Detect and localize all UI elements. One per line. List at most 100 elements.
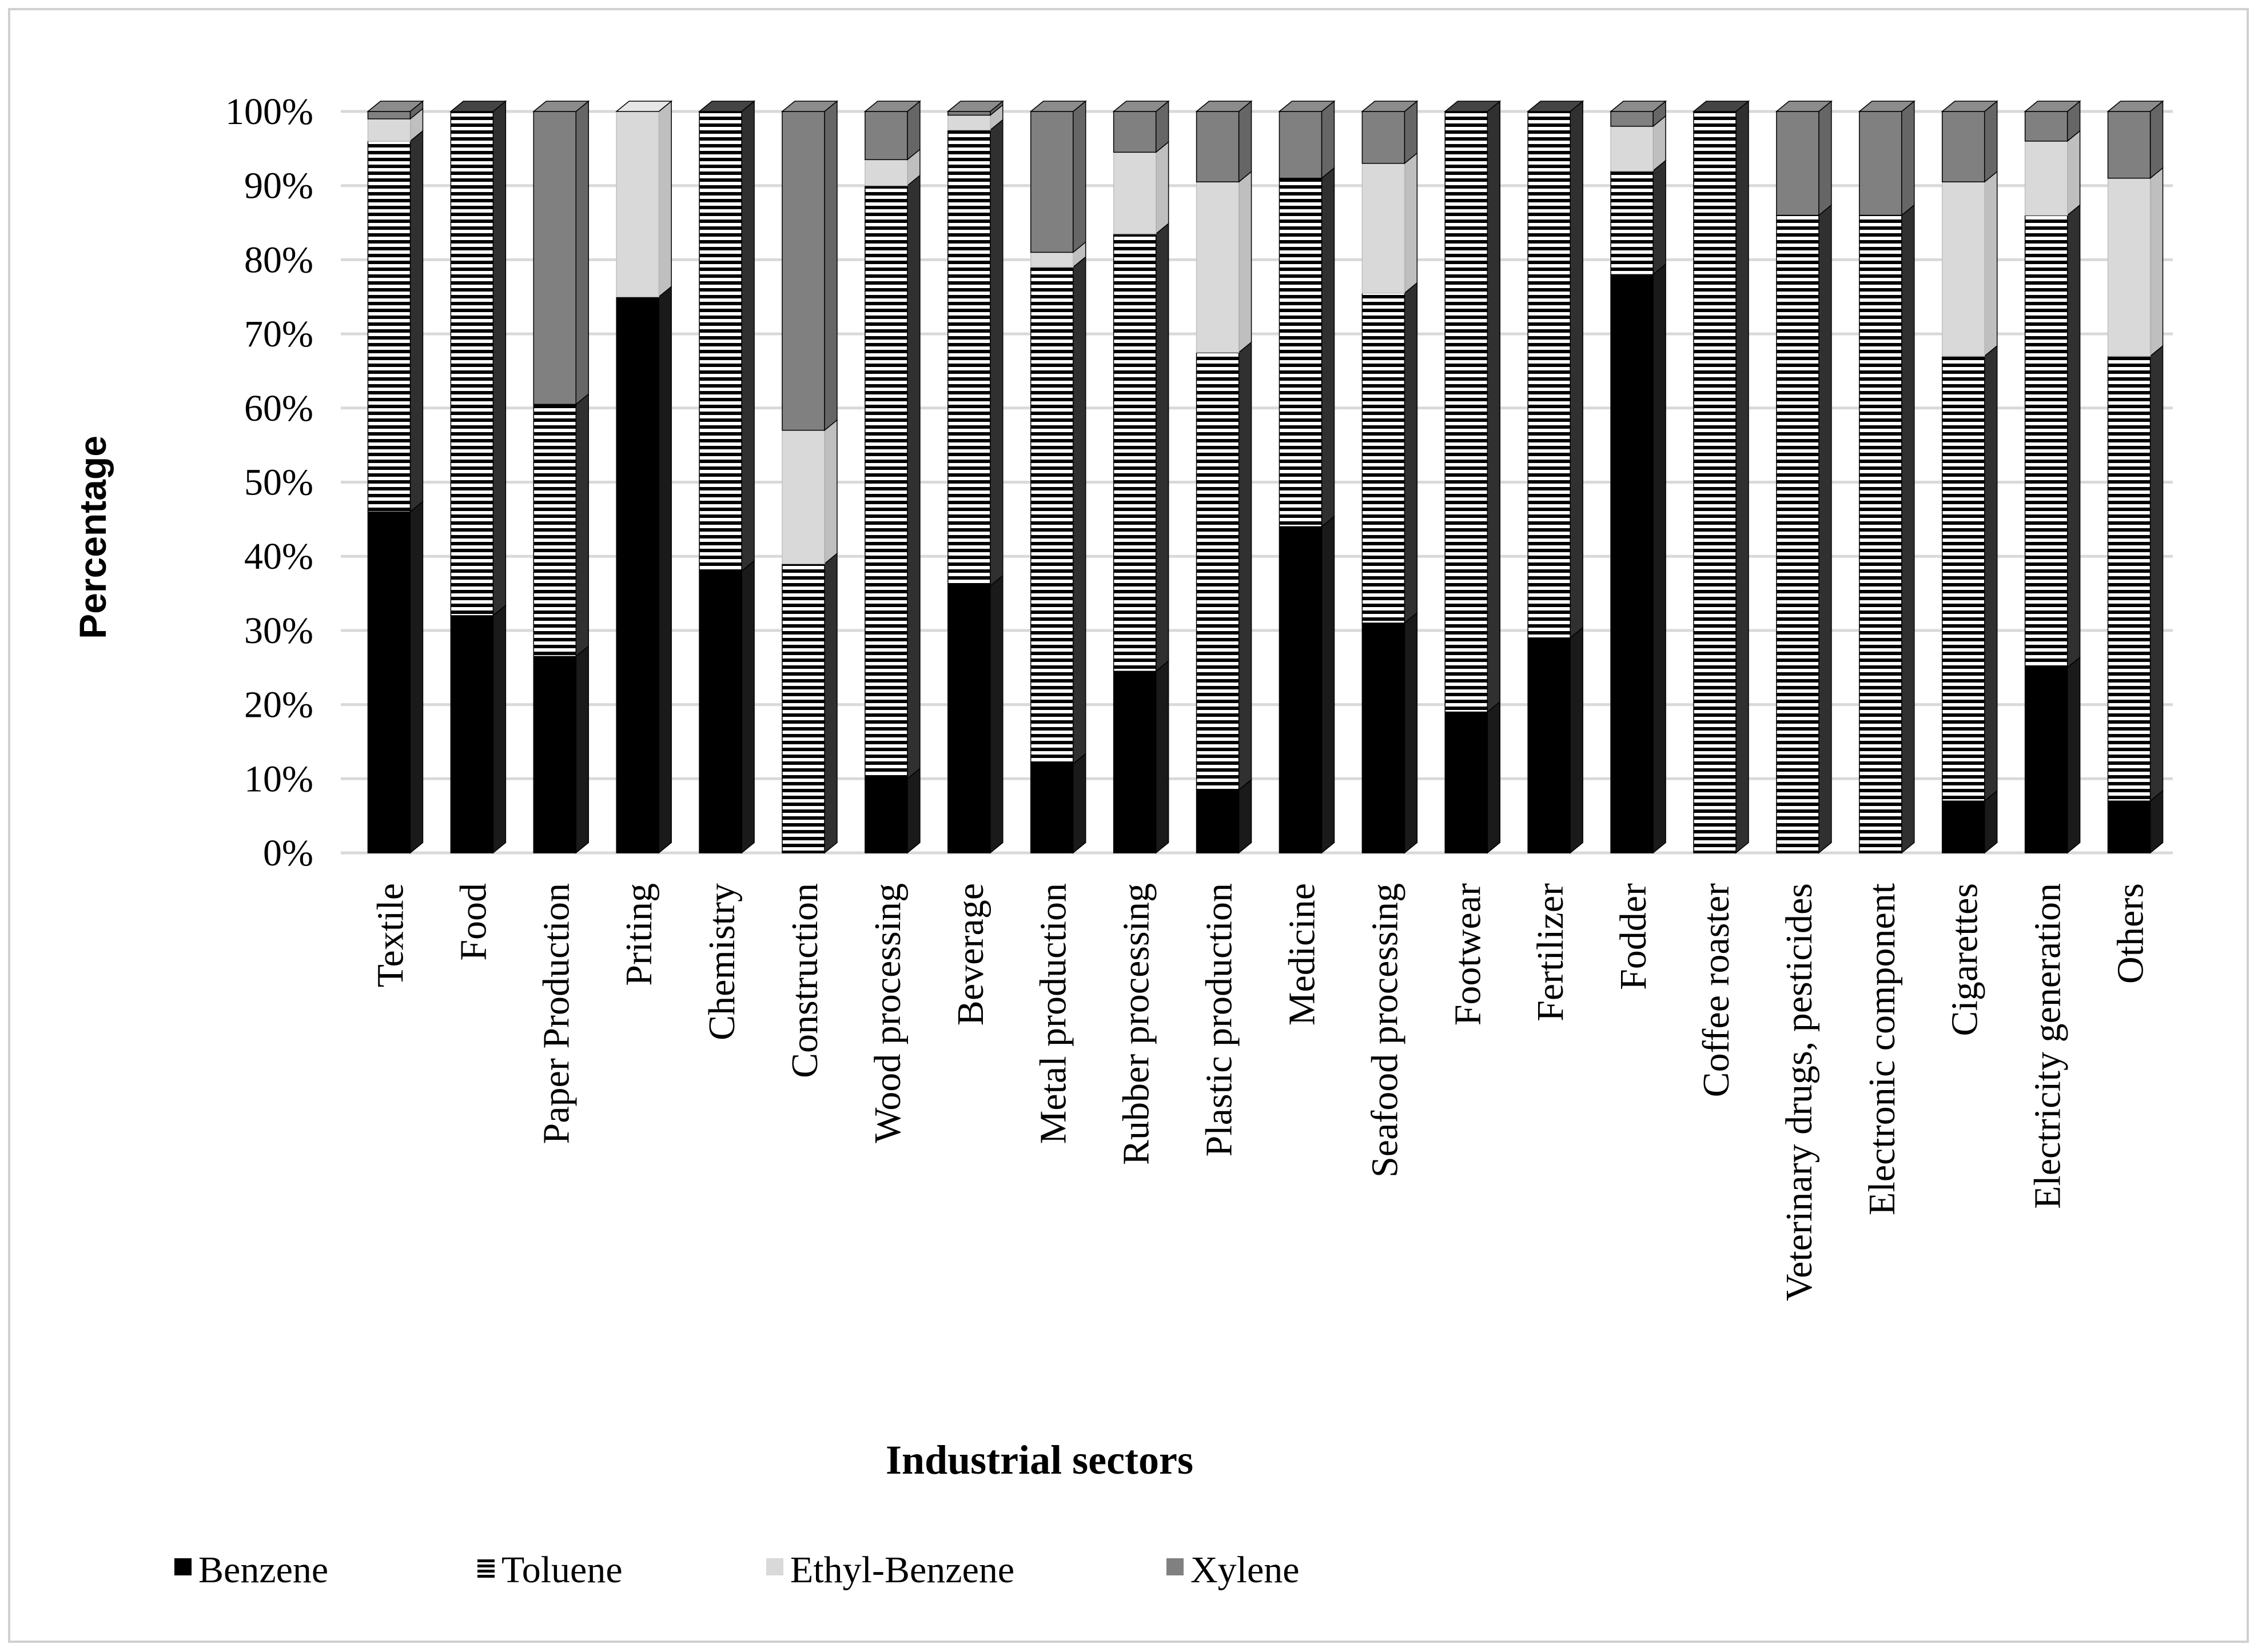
- y-tick-label: 70%: [244, 313, 313, 355]
- bar-segment-side: [2066, 203, 2081, 669]
- bar-segment-xylene: [1859, 111, 1902, 216]
- bar-stack: [1858, 100, 1915, 854]
- bar-segment-toluene: [2107, 356, 2151, 801]
- bar-segment-side: [1155, 222, 1169, 672]
- bar-segment-benzene: [1610, 274, 1654, 853]
- bar-segment-toluene: [1610, 170, 1654, 276]
- bar-segment-side: [1570, 100, 1583, 639]
- bar-segment-xylene: [1610, 111, 1654, 127]
- legend-item-xylene: Xylene: [1166, 1549, 1300, 1591]
- legend-swatch-toluene: [477, 1559, 495, 1562]
- bar-segment-toluene: [1941, 356, 1985, 801]
- x-tick-label: Construction: [784, 883, 826, 1078]
- bar-segment-side: [1238, 170, 1252, 354]
- bar-stack: [1029, 100, 1087, 854]
- x-tick-label: Textile: [369, 883, 411, 987]
- y-tick-label: 0%: [263, 832, 313, 874]
- bar-segment-toluene: [1693, 111, 1737, 853]
- y-tick-label: 20%: [244, 684, 313, 726]
- bar-segment-benzene: [367, 511, 411, 853]
- bar-segment-xylene: [1776, 111, 1819, 216]
- bar-segment-xylene: [1279, 111, 1323, 179]
- bar-stack: [698, 100, 756, 854]
- bar-stack: [1941, 100, 1998, 854]
- y-tick-label: 90%: [244, 165, 313, 207]
- bar-stack: [615, 100, 673, 854]
- bar-top-cap: [1527, 101, 1584, 112]
- bar-segment-side: [2149, 789, 2164, 854]
- bar-segment-ethyl-benzene: [947, 114, 991, 131]
- legend-label: Ethyl-Benzene: [790, 1549, 1014, 1591]
- bar-stack: [1609, 100, 1667, 854]
- x-tick-label: Footwear: [1447, 883, 1488, 1025]
- bar-segment-xylene: [1196, 111, 1240, 182]
- legend-swatch-toluene: [477, 1575, 495, 1578]
- x-tick-label: Electricity generation: [2027, 883, 2069, 1209]
- bar-segment-toluene: [1527, 111, 1571, 639]
- bar-stack: [863, 100, 922, 854]
- bar-segment-toluene: [367, 141, 411, 513]
- legend-swatch-benzene: [174, 1558, 192, 1575]
- bar-stack: [1692, 100, 1750, 854]
- bar-top-cap: [946, 101, 1004, 112]
- bar-segment-benzene: [1030, 763, 1074, 853]
- bar-top-cap: [2106, 101, 2164, 112]
- bar-segment-toluene: [1361, 293, 1405, 624]
- bar-top-cap: [863, 101, 922, 112]
- bar-top-cap: [1444, 101, 1502, 112]
- x-tick-label: Plastic production: [1198, 883, 1240, 1156]
- bar-segment-ethyl-benzene: [2107, 177, 2151, 357]
- bar-top-cap: [1112, 101, 1170, 112]
- bar-top-cap: [449, 101, 507, 112]
- bar-stack: [780, 100, 839, 854]
- bar-segment-xylene: [1361, 111, 1405, 164]
- y-tick-label: 40%: [244, 536, 313, 577]
- bar-top-cap: [2024, 101, 2081, 112]
- bar-segment-side: [824, 419, 838, 565]
- bar-segment-side: [1901, 203, 1915, 854]
- bar-segment-toluene: [1113, 233, 1157, 672]
- y-tick-label: 50%: [244, 462, 313, 504]
- bar-segment-xylene: [2107, 111, 2151, 179]
- bar-segment-side: [1404, 612, 1418, 854]
- bar-top-cap: [1195, 101, 1253, 112]
- y-tick-label: 30%: [244, 610, 313, 652]
- bar-segment-side: [1072, 752, 1086, 854]
- bar-segment-benzene: [699, 570, 742, 853]
- bar-stack: [532, 100, 590, 854]
- bar-segment-xylene: [533, 111, 577, 405]
- bar-segment-side: [1072, 100, 1086, 254]
- x-tick-label: Cigarettes: [1944, 883, 1986, 1036]
- bar-segment-xylene: [1941, 111, 1985, 182]
- bar-stack: [2024, 100, 2081, 854]
- bar-segment-side: [2149, 100, 2164, 179]
- bar-stack: [1112, 100, 1170, 854]
- x-tick-label: Food: [452, 883, 494, 961]
- bar-segment-benzene: [616, 296, 659, 853]
- bar-segment-benzene: [947, 585, 991, 853]
- bar-stack: [449, 100, 507, 854]
- bar-segment-side: [1404, 100, 1418, 165]
- x-tick-label: Metal production: [1033, 883, 1074, 1144]
- bar-segment-toluene: [699, 111, 742, 572]
- bar-stack: [1361, 100, 1419, 854]
- x-tick-label: Fertilizer: [1530, 883, 1571, 1021]
- bar-segment-side: [575, 100, 590, 405]
- bar-segment-side: [1818, 100, 1832, 217]
- y-tick-label: 10%: [244, 758, 313, 800]
- bar-segment-side: [1155, 141, 1169, 235]
- y-axis-title: Percentage: [71, 436, 114, 639]
- x-tick-label: Medicine: [1281, 883, 1323, 1025]
- x-tick-label: Electronic component: [1861, 883, 1903, 1215]
- bar-top-cap: [532, 101, 590, 112]
- bar-segment-side: [1487, 700, 1501, 854]
- bar-segment-side: [990, 574, 1003, 854]
- bar-segment-xylene: [1030, 111, 1074, 253]
- bar-segment-side: [2066, 656, 2081, 854]
- x-tick-label: Fodder: [1612, 883, 1654, 990]
- bar-segment-xylene: [367, 111, 411, 119]
- bar-stack: [1195, 100, 1253, 854]
- bar-top-cap: [615, 101, 673, 112]
- x-tick-label: Veterinary drugs, pesticides: [1778, 883, 1820, 1301]
